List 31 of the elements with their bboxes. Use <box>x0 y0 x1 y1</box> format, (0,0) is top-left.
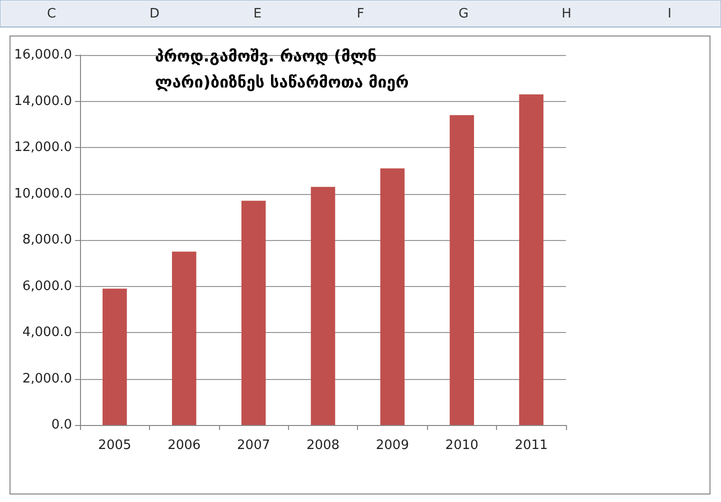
y-tick-label: 10,000.0 <box>14 186 72 202</box>
y-tick-label: 8,000.0 <box>22 232 72 248</box>
text: D <box>149 6 160 22</box>
y-tick-label: 4,000.0 <box>22 325 72 340</box>
text: C <box>46 6 56 22</box>
x-tick-label: 2010 <box>445 438 478 453</box>
x-tick-label: 2009 <box>376 438 409 453</box>
x-tick-label: 2006 <box>168 438 201 453</box>
bar <box>519 94 544 425</box>
bar <box>450 115 474 425</box>
y-tick-label: 2,000.0 <box>22 371 72 386</box>
text: E <box>253 6 262 22</box>
y-tick-label: 16,000.0 <box>14 48 72 62</box>
bar <box>241 200 266 425</box>
text: H <box>562 6 572 22</box>
x-tick-label: 2011 <box>514 438 548 453</box>
text: I <box>668 6 672 22</box>
y-tick-label: 12,000.0 <box>14 140 72 155</box>
x-tick-label: 2005 <box>98 438 132 453</box>
bar <box>102 288 127 425</box>
chart-title: პროდ.გამოშვ. რაოდ (მლნ ლარი)ბიზნეს საწარმოთა მიერ <box>155 46 409 92</box>
text: F <box>356 6 364 22</box>
bar <box>172 252 196 425</box>
bar <box>310 186 336 425</box>
x-tick-label: 2007 <box>237 438 270 453</box>
bar <box>380 168 405 425</box>
y-tick-label: 14,000.0 <box>14 94 72 109</box>
y-tick-label: 6,000.0 <box>22 278 72 294</box>
text: G <box>458 6 469 22</box>
y-tick-label: 0.0 <box>51 418 72 432</box>
x-tick-label: 2008 <box>306 438 340 453</box>
